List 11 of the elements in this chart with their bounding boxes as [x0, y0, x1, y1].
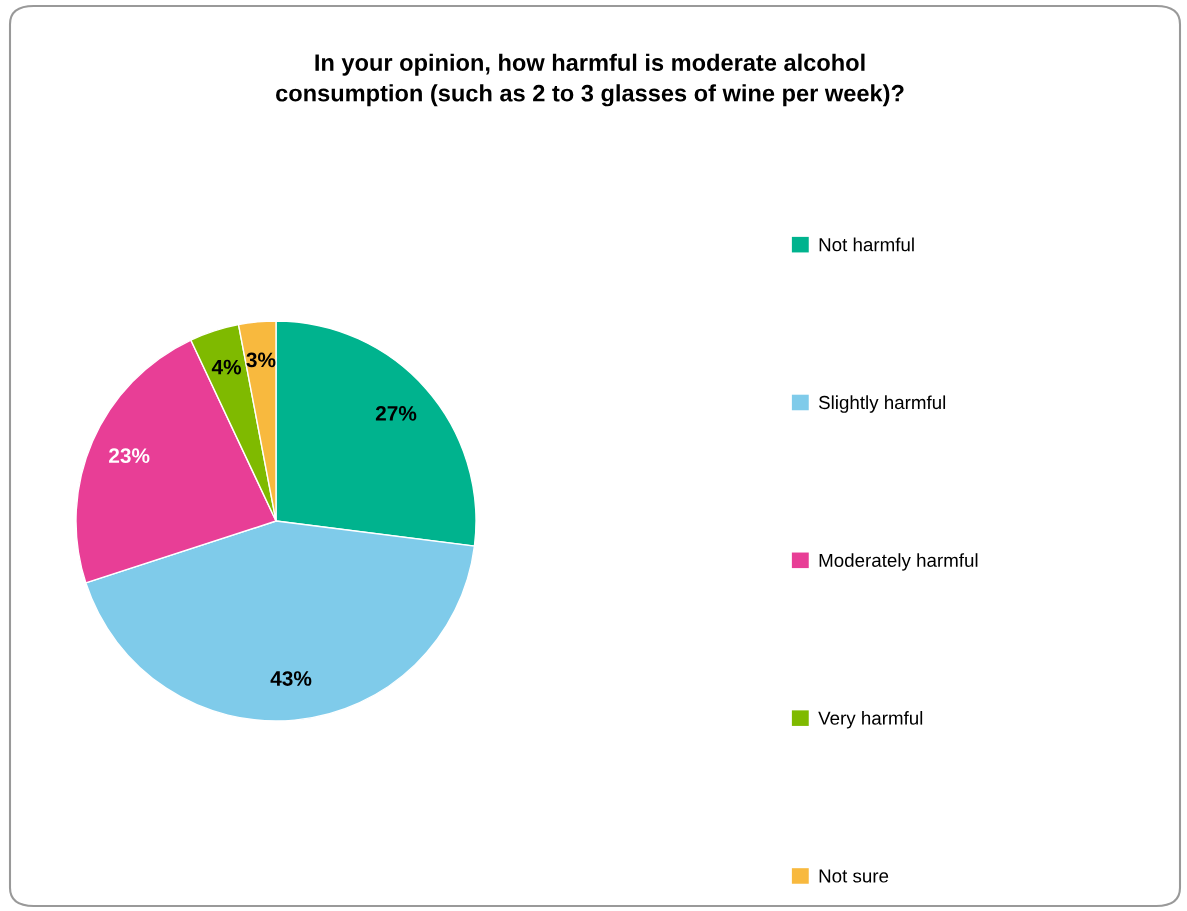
- data-label: 43%: [270, 671, 312, 686]
- chart-title: In your opinion, how harmful is moderate alcohol consumption (such as 2 to 3 glasses of wine per week)?: [276, 53, 904, 107]
- legend-label: Slightly harmful: [818, 395, 946, 413]
- data-label: 27%: [375, 406, 417, 421]
- legend-label: Very harmful: [818, 711, 923, 729]
- legend-label: Not harmful: [819, 237, 914, 252]
- legend-label: Moderately harmful: [819, 553, 978, 571]
- data-label: 4%: [211, 359, 242, 375]
- data-label: 3%: [246, 352, 276, 368]
- data-label: 23%: [109, 448, 150, 464]
- legend-label: Not sure: [819, 869, 889, 883]
